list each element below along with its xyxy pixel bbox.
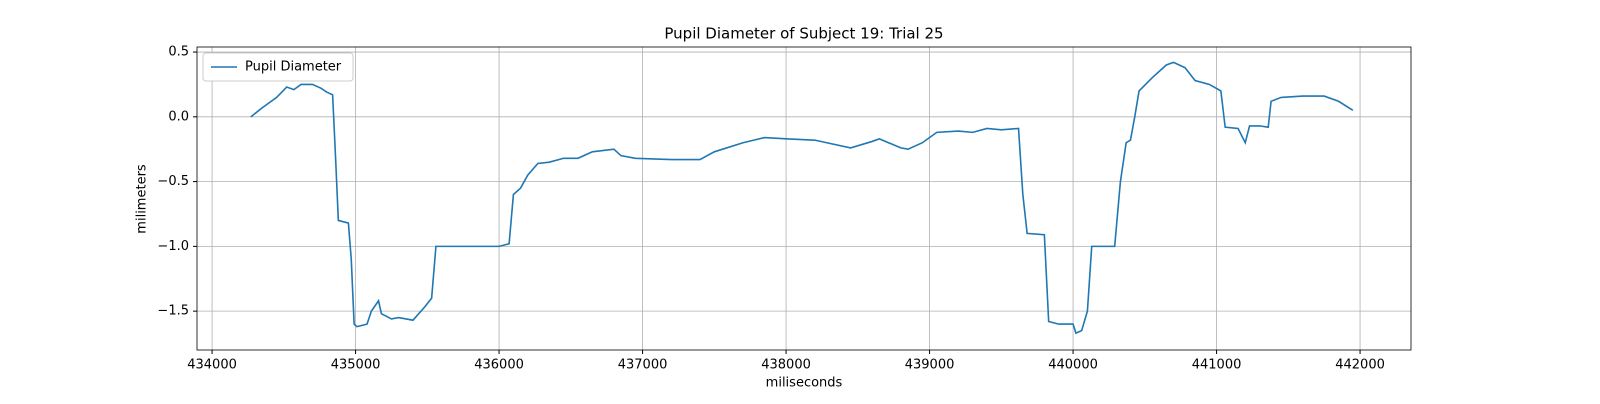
x-axis-label: miliseconds [766,376,843,391]
y-axis-label: milimeters [135,164,150,234]
x-tick-label: 437000 [618,358,668,373]
data-line [250,61,1354,335]
x-tick-label: 440000 [1048,358,1098,373]
chart-title: Pupil Diameter of Subject 19: Trial 25 [664,25,943,43]
legend-label: Pupil Diameter [245,60,342,75]
x-tick-label: 441000 [1192,358,1242,373]
y-tick-label: 0.0 [168,109,189,124]
x-tick-label: 434000 [187,358,237,373]
plot-frame [196,46,1412,351]
x-tick-label: 439000 [905,358,955,373]
x-tick-label: 435000 [331,358,381,373]
x-tick-label: 442000 [1335,358,1385,373]
legend-box [202,52,354,82]
y-tick-label: 0.5 [168,45,189,60]
x-tick-label: 438000 [761,358,811,373]
y-tick-label: −1.5 [157,304,189,319]
x-tick-label: 436000 [474,358,524,373]
y-tick-label: −1.0 [157,239,189,254]
y-tick-label: −0.5 [157,174,189,189]
